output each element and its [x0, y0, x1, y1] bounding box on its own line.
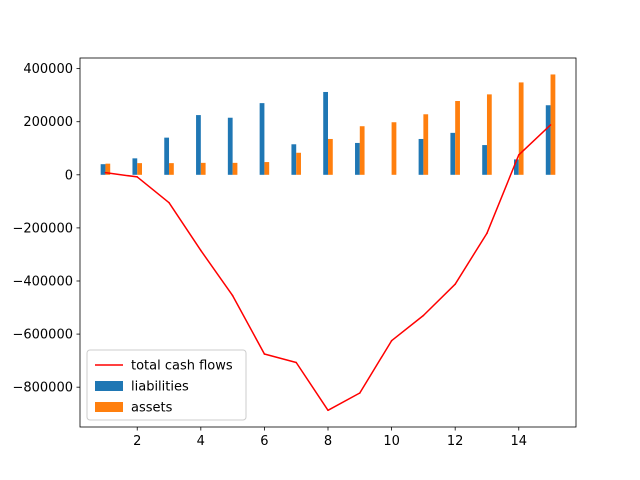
liabilities-bar — [418, 138, 424, 175]
liabilities-bar — [514, 159, 519, 175]
assets-bar — [200, 162, 206, 175]
total-cash-flows-point — [390, 339, 393, 342]
legend-label: total cash flows — [131, 359, 233, 374]
y-tick-label: 400000 — [23, 62, 73, 77]
cash-flow-line-group — [104, 124, 552, 412]
x-tick-label: 14 — [510, 434, 527, 449]
liabilities-bar — [482, 145, 487, 175]
assets-bar — [550, 74, 556, 175]
liabilities-bar — [450, 132, 456, 175]
total-cash-flows-point — [517, 154, 520, 156]
assets-bar — [423, 114, 429, 175]
assets-bar — [105, 163, 111, 175]
liabilities-bar — [291, 144, 297, 175]
y-tick-label: 0 — [65, 168, 73, 183]
liabilities-bar — [355, 142, 360, 175]
assets-bar — [455, 101, 460, 175]
assets-bar — [359, 126, 365, 175]
bars — [100, 74, 556, 175]
assets-bar — [296, 152, 301, 175]
total-cash-flows-point — [168, 201, 170, 204]
legend-label: liabilities — [131, 380, 189, 395]
liabilities-bar — [227, 117, 233, 175]
assets-bar — [518, 82, 524, 175]
total-cash-flows-point — [136, 176, 139, 178]
liabilities-bar — [164, 137, 170, 175]
legend-bar-swatch — [95, 402, 123, 412]
y-tick-label: −200000 — [12, 221, 73, 236]
liabilities-bar — [196, 115, 201, 175]
total-cash-flows-point — [295, 361, 298, 364]
liabilities-bar — [100, 164, 106, 175]
assets-bar — [232, 162, 238, 175]
legend-box — [86, 349, 247, 421]
total-cash-flows-point — [454, 283, 456, 285]
legend-label: assets — [131, 401, 173, 416]
liabilities-bar — [132, 158, 138, 175]
total-cash-flows-point — [231, 294, 234, 297]
x-tick-label: 2 — [133, 434, 141, 449]
liabilities-bar — [545, 105, 551, 175]
x-tick-label: 4 — [197, 434, 205, 449]
assets-bar — [328, 138, 333, 175]
assets-bar — [169, 163, 174, 175]
assets-bar — [486, 94, 492, 175]
x-tick-label: 10 — [383, 434, 400, 449]
assets-bar — [264, 162, 270, 175]
assets-bar — [137, 163, 142, 175]
legend: total cash flows liabilities assets — [86, 349, 247, 421]
assets-bar — [391, 122, 397, 175]
total-cash-flows-point — [104, 171, 107, 174]
total-cash-flows-point — [327, 409, 329, 412]
axes: 2 4 6 8 10 12 14 −800000 −600000 −400000 −200000 0 2… — [12, 57, 577, 449]
total-cash-flows-point — [549, 124, 552, 126]
y-tick-label: 200000 — [23, 115, 73, 130]
legend-bar-swatch — [95, 381, 123, 391]
x-tick-label: 12 — [447, 434, 464, 449]
y-tick-label: −400000 — [12, 274, 73, 289]
liabilities-bar — [323, 91, 328, 175]
liabilities-bar — [259, 103, 265, 175]
total-cash-flows-point — [358, 392, 361, 394]
total-cash-flows-point — [422, 314, 425, 317]
x-tick-label: 6 — [260, 434, 268, 449]
total-cash-flows-point — [263, 353, 266, 355]
total-cash-flows-point — [200, 249, 202, 252]
total-cash-flows-point — [486, 232, 488, 235]
y-tick-label: −600000 — [12, 328, 73, 343]
y-tick-label: −800000 — [12, 381, 73, 396]
x-tick-label: 8 — [324, 434, 332, 449]
